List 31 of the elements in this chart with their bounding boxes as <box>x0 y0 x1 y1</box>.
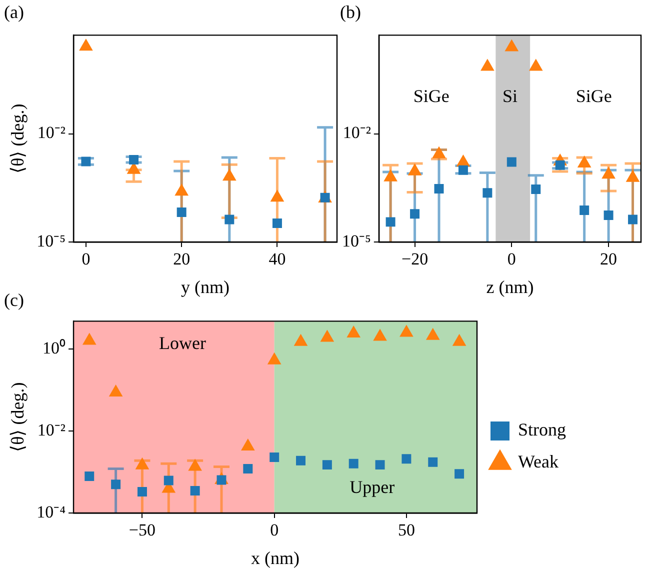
x-tick-label: 40 <box>268 250 286 269</box>
x-tick-label: 0 <box>270 520 279 540</box>
x-tick-label: 0 <box>82 250 90 269</box>
x-axis-title: x (nm) <box>251 548 300 568</box>
x-axis-title: z (nm) <box>486 276 534 297</box>
y-tick-label: 10⁻⁴ <box>36 502 66 522</box>
legend-label: Weak <box>518 452 559 472</box>
chart-title: (c) <box>4 290 24 311</box>
legend-label: Strong <box>518 420 566 440</box>
y-tick-label: 10⁰ <box>42 338 66 358</box>
x-tick-label: 50 <box>398 520 415 540</box>
x-tick-label: 0 <box>507 250 516 269</box>
chart-title: (b) <box>340 2 361 23</box>
y-tick-label: 10⁻⁵ <box>36 231 66 250</box>
annotation: SiGe <box>413 86 450 106</box>
annotation: Upper <box>350 476 395 497</box>
y-tick-label: 10⁻⁵ <box>342 231 371 250</box>
y-tick-label: 10⁻² <box>342 123 371 142</box>
x-axis-title: y (nm) <box>181 276 230 297</box>
x-tick-label: −50 <box>128 520 156 540</box>
y-axis-title: ⟨θ⟩ (deg.) <box>8 382 28 452</box>
x-tick-label: −20 <box>401 250 428 269</box>
x-tick-label: 20 <box>173 250 190 269</box>
annotation: SiGe <box>576 86 612 106</box>
annotation: Si <box>502 86 518 106</box>
y-tick-label: 10⁻² <box>37 123 66 142</box>
y-axis-title: ⟨θ⟩ (deg.) <box>8 104 28 174</box>
annotation: Lower <box>158 332 206 353</box>
chart-title: (a) <box>4 2 24 23</box>
y-tick-label: 10⁻² <box>37 420 66 440</box>
x-tick-label: 20 <box>600 250 618 269</box>
